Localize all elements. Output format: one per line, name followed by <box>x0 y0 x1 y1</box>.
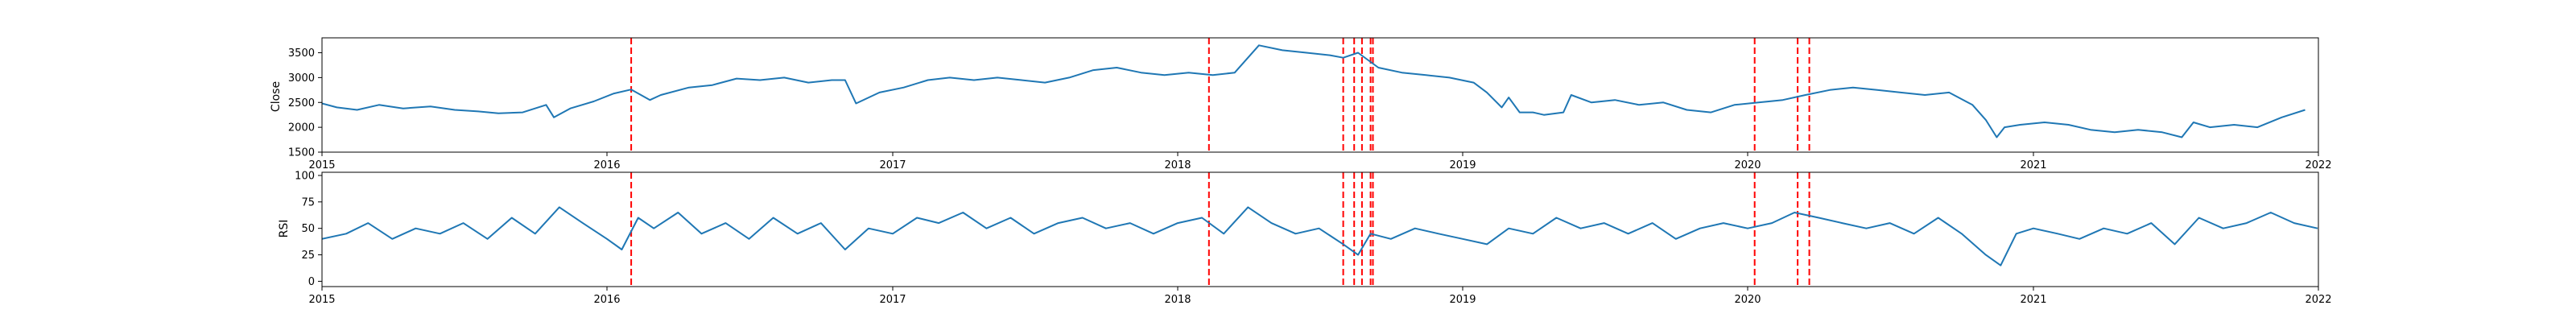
rsi-y-tick-label-2: 50 <box>301 223 315 235</box>
close-x-tick-label-0: 2015 <box>308 159 335 171</box>
rsi-line-series-0 <box>322 206 2318 266</box>
close-axis-ticks: 2015 2016 2017 2018 2019 2020 2021 2022 1500 2000… <box>288 47 2332 171</box>
close-series <box>322 44 2306 138</box>
rsi-series <box>322 206 2318 266</box>
close-y-tick-label-3: 3000 <box>288 72 315 85</box>
rsi-x-tick-label-2: 2017 <box>879 294 906 306</box>
close-x-tick-label-4: 2019 <box>1449 159 1476 171</box>
rsi-ylabel: RSI <box>278 220 291 238</box>
rsi-y-tick-label-3: 75 <box>301 196 315 208</box>
rsi-x-tick-label-6: 2021 <box>2020 294 2046 306</box>
rsi-x-tick-label-5: 2020 <box>1734 294 1761 306</box>
close-x-tick-label-3: 2018 <box>1164 159 1191 171</box>
close-x-tick-label-1: 2016 <box>593 159 620 171</box>
rsi-axes-frame <box>321 171 2319 287</box>
rsi-x-tick-label-7: 2022 <box>2305 294 2331 306</box>
close-x-tick-label-6: 2021 <box>2020 159 2046 171</box>
rsi-x-tick-label-4: 2019 <box>1449 294 1476 306</box>
close-y-tick-label-0: 1500 <box>288 147 315 159</box>
rsi-chart: RSI 2015 2016 2017 2018 2019 2020 2021 2022 0 25 5… <box>278 170 2332 306</box>
close-y-tick-label-4: 3500 <box>288 47 315 60</box>
close-chart: Close 2015 2016 2017 2018 2019 2020 2021 2022 15… <box>270 37 2332 171</box>
rsi-y-tick-label-1: 25 <box>301 250 315 262</box>
close-y-tick-label-1: 2000 <box>288 122 315 134</box>
close-x-tick-label-7: 2022 <box>2305 159 2331 171</box>
close-plot-area <box>322 38 2306 152</box>
rsi-x-tick-label-3: 2018 <box>1164 294 1191 306</box>
rsi-x-tick-label-0: 2015 <box>308 294 335 306</box>
rsi-plot-area <box>322 172 2318 287</box>
rsi-y-tick-label-4: 100 <box>295 170 315 182</box>
rsi-axis-ticks: 2015 2016 2017 2018 2019 2020 2021 2022 0 25 50 75 1… <box>295 170 2331 306</box>
rsi-y-tick-label-0: 0 <box>308 276 315 288</box>
close-line-series-0 <box>322 44 2306 138</box>
close-y-tick-label-2: 2500 <box>288 97 315 109</box>
close-ylabel: Close <box>270 81 283 112</box>
close-x-tick-label-5: 2020 <box>1734 159 1761 171</box>
close-axes-frame <box>321 37 2319 153</box>
close-x-tick-label-2: 2017 <box>879 159 906 171</box>
rsi-x-tick-label-1: 2016 <box>593 294 620 306</box>
